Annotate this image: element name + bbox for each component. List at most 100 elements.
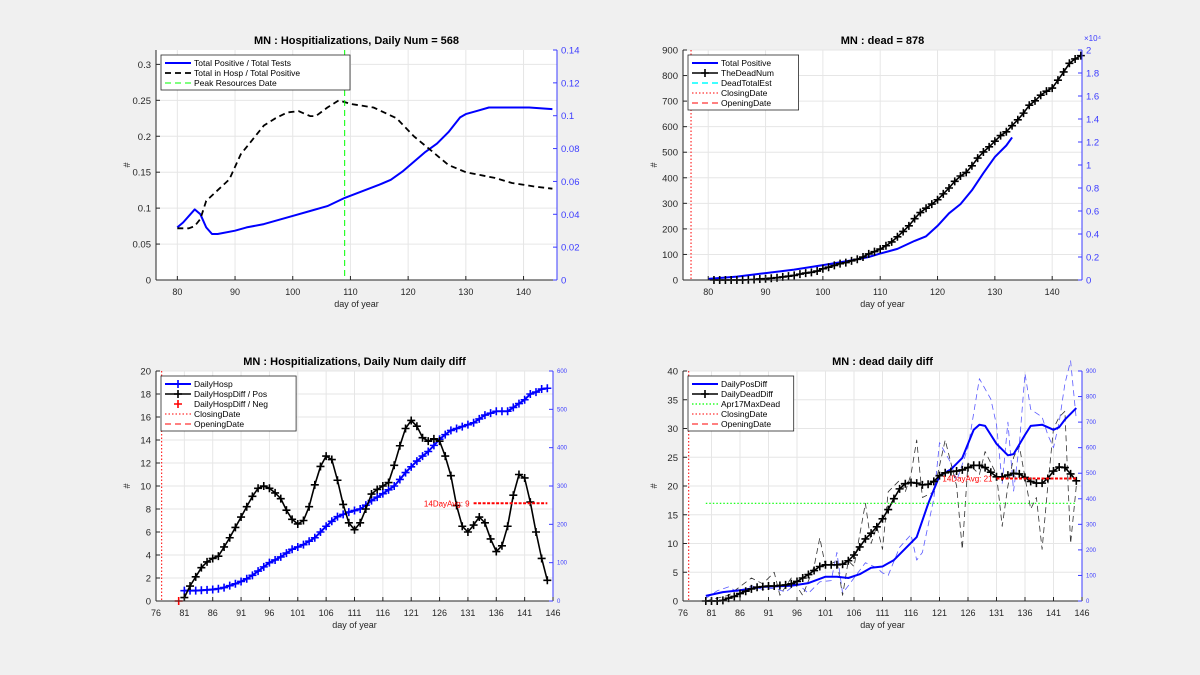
data-point-marker xyxy=(537,554,546,563)
data-point-marker xyxy=(952,467,961,476)
x-tick-label: 91 xyxy=(763,608,773,618)
data-point-marker xyxy=(384,478,393,487)
data-point-marker xyxy=(503,522,512,531)
x-tick-label: 130 xyxy=(458,287,473,297)
legend-item: ClosingDate xyxy=(165,409,241,419)
data-point-marker xyxy=(855,542,864,551)
y-tick-label: 0.3 xyxy=(138,60,151,71)
x-tick-label: 100 xyxy=(285,287,300,297)
y-tick-label-right: 0.2 xyxy=(1086,253,1099,264)
legend-label: Total in Hosp / Total Positive xyxy=(194,68,300,78)
data-point-marker xyxy=(1048,84,1057,93)
x-tick-label: 130 xyxy=(987,287,1002,297)
y-axis-label: # xyxy=(122,483,132,488)
x-axis-label: day of year xyxy=(334,299,379,309)
x-tick-label: 121 xyxy=(932,608,947,618)
y-tick-label-right: 500 xyxy=(1086,471,1097,477)
data-point-marker xyxy=(395,441,404,450)
data-point-marker xyxy=(736,589,744,598)
data-point-marker xyxy=(964,463,972,472)
data-point-marker xyxy=(543,384,552,393)
y-tick-label: 18 xyxy=(140,390,151,401)
legend-box xyxy=(160,375,297,432)
chart-2: 80 90 100 110 120 130 140010020030040050060070… xyxy=(649,34,1102,309)
y-tick-label: 20 xyxy=(667,482,678,493)
x-tick-label: 126 xyxy=(432,608,447,618)
data-point-marker xyxy=(781,580,790,589)
legend-label: Total Positive / Total Tests xyxy=(194,58,291,68)
data-point-marker xyxy=(220,583,229,592)
legend-label: DailyHosp xyxy=(194,379,233,389)
avg-label: 14DayAvg: 9 xyxy=(424,499,470,508)
data-point-marker xyxy=(872,522,881,531)
legend-marker xyxy=(701,390,709,398)
data-point-marker xyxy=(807,268,816,277)
data-point-marker xyxy=(1019,109,1028,118)
data-point-marker xyxy=(939,189,948,198)
y-tick-label-right: 0.14 xyxy=(561,46,580,57)
data-point-marker xyxy=(344,518,353,527)
data-point-marker xyxy=(225,581,234,590)
x-tick-label: 106 xyxy=(846,608,861,618)
legend-label: TheDeadNum xyxy=(721,68,774,78)
data-point-marker xyxy=(191,572,200,581)
data-point-marker xyxy=(747,584,756,593)
y-tick-label-right: 700 xyxy=(1086,420,1097,426)
y-tick-label-right: 0.1 xyxy=(561,111,574,122)
data-point-marker xyxy=(912,479,921,488)
data-point-marker xyxy=(418,433,427,442)
data-point-marker xyxy=(850,551,858,559)
data-point-marker xyxy=(401,424,410,433)
data-point-marker xyxy=(520,473,529,482)
y-tick-label-right: 600 xyxy=(1086,446,1097,452)
data-point-marker xyxy=(859,253,868,261)
series-line xyxy=(708,136,1013,280)
data-point-marker xyxy=(1025,101,1034,110)
data-point-marker xyxy=(401,468,410,477)
legend-label: ClosingDate xyxy=(721,409,768,419)
chart-title: MN : dead daily diff xyxy=(832,356,933,368)
y-tick-label: 16 xyxy=(140,413,151,424)
data-point-marker xyxy=(446,471,455,480)
data-point-marker xyxy=(514,470,523,479)
data-point-marker xyxy=(265,484,274,493)
data-point-marker xyxy=(975,461,984,470)
data-point-marker xyxy=(327,455,336,464)
data-point-marker xyxy=(412,457,421,466)
y-tick-label: 10 xyxy=(667,539,678,550)
legend-label: ClosingDate xyxy=(194,409,241,419)
data-point-marker xyxy=(798,574,807,582)
x-tick-label: 86 xyxy=(735,608,745,618)
x-tick-label: 111 xyxy=(876,608,890,618)
chart-title: MN : dead = 878 xyxy=(841,35,924,47)
legend-label: Total Positive xyxy=(721,58,771,68)
data-point-marker xyxy=(214,584,223,593)
chart-4: 14DayAvg: 21 76 81 86 91 96 101 106 111 116 121 126… xyxy=(649,356,1097,630)
data-point-marker xyxy=(463,420,472,429)
data-point-marker xyxy=(248,571,257,580)
x-tick-label: 91 xyxy=(236,608,246,618)
data-point-marker xyxy=(1042,87,1051,96)
data-point-marker xyxy=(288,545,297,554)
data-point-marker xyxy=(237,577,246,586)
series-line xyxy=(177,99,553,230)
data-point-marker xyxy=(395,475,404,484)
data-point-marker xyxy=(935,471,944,480)
data-point-marker xyxy=(407,416,416,425)
chart-title: MN : Hospitializations, Daily Num = 568 xyxy=(254,35,459,47)
data-point-marker xyxy=(730,592,739,601)
y-tick-label-right: 1.4 xyxy=(1086,115,1099,126)
data-point-marker xyxy=(322,522,331,531)
legend-item: OpeningDate xyxy=(692,98,771,108)
legend-item: DailyHosp xyxy=(165,379,233,389)
legend-label: Peak Resources Date xyxy=(194,78,277,88)
data-point-marker xyxy=(1008,121,1017,130)
y-tick-label-right: 100 xyxy=(1086,573,1097,579)
data-point-marker xyxy=(889,494,898,503)
x-tick-label: 136 xyxy=(489,608,504,618)
y-tick-label-right: 0.02 xyxy=(561,243,580,254)
x-tick-label: 100 xyxy=(815,287,830,297)
x-tick-label: 141 xyxy=(517,608,532,618)
data-point-marker xyxy=(929,477,938,486)
